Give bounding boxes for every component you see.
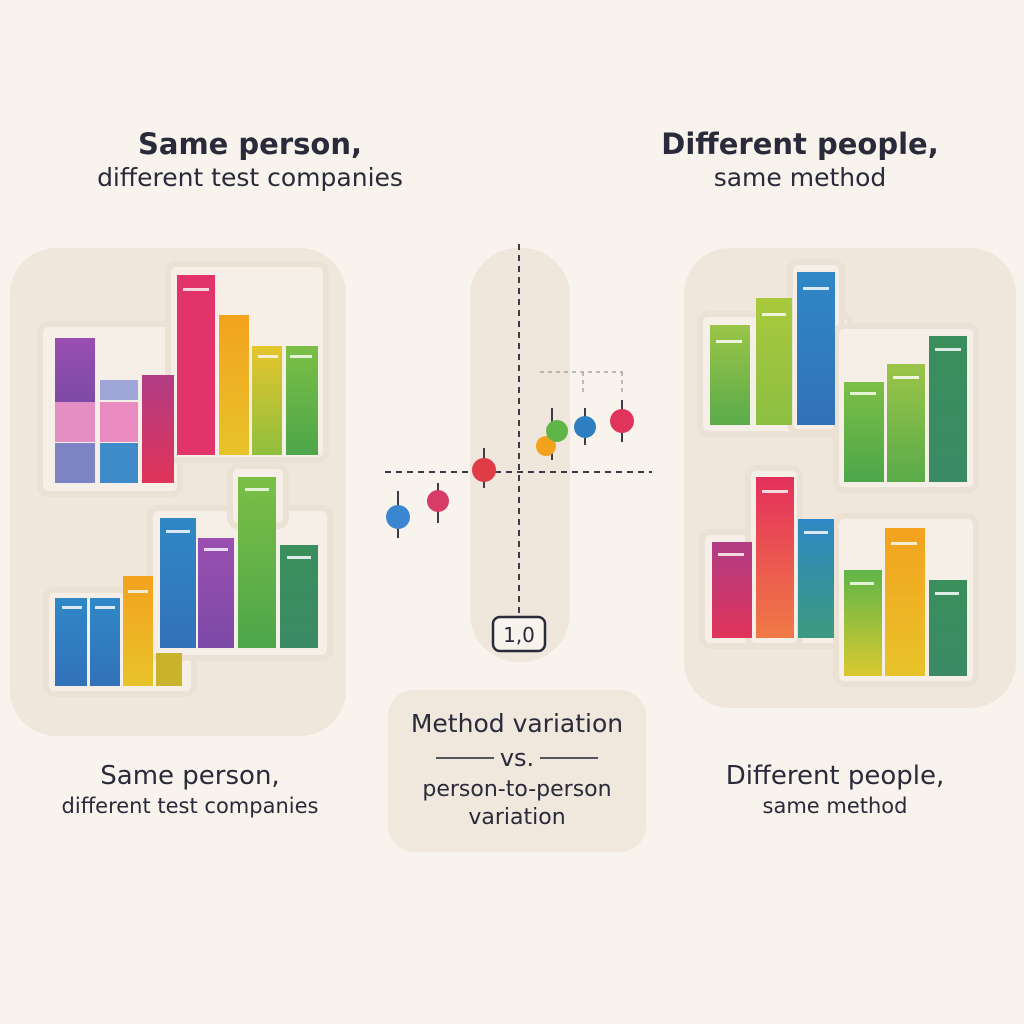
bar-teal [280,545,318,648]
bar-pink-2 [100,402,138,442]
caption-left-line1: Same person, [100,761,280,791]
bar-orange [885,528,925,676]
bar-red [712,542,752,638]
bar-lime-2 [756,298,792,425]
axis-badge [491,615,547,653]
comparison-line4: variation [468,805,566,831]
left-top-bar-group [37,261,329,497]
divider-right [540,757,599,760]
bar-purple [55,338,95,403]
bar-green-2 [887,364,925,482]
scatter-axes [385,244,652,616]
heading-right: Different people, same method [600,126,1000,194]
point-green [546,420,568,442]
comparison-vs: vs. [499,743,535,772]
point-red-high [610,409,634,433]
caption-left-line2: different test companies [61,793,319,818]
bar-green [844,382,884,482]
bar-light-blue [100,380,138,400]
comparison-line1: Method variation [410,709,624,738]
right-bottom-bar-group [699,465,979,687]
bar-blue-3 [160,518,196,648]
comparison-line3: person-to-person [422,776,612,802]
axis-badge-label: 1,0 [503,623,535,647]
bar-red [177,275,215,455]
bar-teal [929,580,967,676]
comparison-label-box: Method variation vs. person-to-person va… [388,690,646,852]
bar-green [844,570,882,676]
caption-right-line2: same method [762,793,908,818]
bar-pink [55,402,95,442]
reference-brackets [540,371,623,396]
left-bottom-bar-group [43,463,333,697]
point-red-center [472,458,496,482]
bar-yellow [252,346,282,455]
bar-blue-2 [90,598,120,686]
heading-right-subtitle: same method [713,163,887,193]
bar-blue [797,272,835,425]
bar-blue [100,443,138,483]
heading-right-title: Different people, [661,127,939,161]
bar-teal [929,336,967,482]
bar-blue [55,598,87,686]
bar-red-orange [756,477,794,638]
bar-purple [198,538,234,648]
right-top-bar-group [697,259,979,493]
divider-left [435,757,494,760]
caption-right: Different people, same method [700,760,970,819]
bar-lavender [55,443,95,483]
bar-green [238,477,276,648]
caption-right-line1: Different people, [725,761,945,791]
point-blue-high [574,416,596,438]
bar-blue [798,519,834,638]
point-orange [536,436,556,456]
scatter-points [386,400,634,538]
bar-orange [219,315,249,455]
bar-magenta [142,375,174,483]
caption-left: Same person, different test companies [30,760,350,819]
heading-left-title: Same person, [137,127,362,161]
bar-olive [156,653,182,686]
bar-orange [123,576,153,686]
bar-green [286,346,318,455]
point-red-low [427,490,449,512]
point-blue-low [386,505,410,529]
vs-row: vs. [388,743,646,774]
heading-left-subtitle: different test companies [97,163,403,193]
heading-left: Same person, different test companies [40,126,460,194]
